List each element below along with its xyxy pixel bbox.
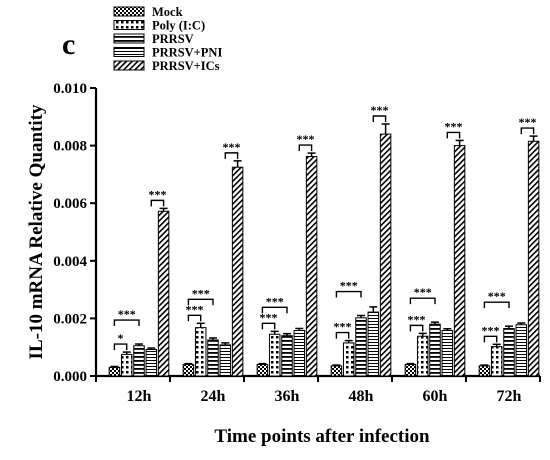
bar-prrsv-ics	[305, 156, 318, 377]
x-tick-label: 12h	[127, 388, 152, 405]
bar-prrsv	[355, 317, 367, 377]
legend-swatch	[113, 47, 145, 57]
significance-bracket	[261, 322, 276, 330]
bar-mock	[478, 365, 491, 377]
significance-label: ***	[260, 310, 278, 324]
significance-label: ***	[266, 294, 284, 308]
bar-prrsv-ics	[157, 210, 170, 377]
bar-mock	[108, 366, 121, 377]
y-tick-label: 0.010	[53, 81, 87, 97]
legend-swatch	[113, 6, 145, 17]
significance-label: ***	[296, 132, 314, 146]
x-axis-title: Time points after infection	[214, 426, 430, 447]
legend-label: PRRSV+PNI	[152, 46, 222, 60]
y-tick-label: 0.006	[53, 196, 87, 212]
significance-bracket	[409, 297, 436, 305]
significance-bracket	[483, 335, 498, 343]
bar-prrsv	[133, 345, 145, 377]
bars	[108, 123, 540, 377]
x-tick-label: 48h	[349, 388, 374, 405]
significance-label: ***	[340, 279, 358, 293]
bar-prrsv-pni	[367, 311, 380, 377]
bar-prrsv	[281, 335, 293, 377]
legend-label: PRRSV	[152, 32, 194, 46]
bar-prrsv-ics	[453, 145, 466, 377]
x-tick-label: 36h	[275, 388, 300, 405]
significance-label: ***	[414, 285, 432, 299]
significance-bracket	[446, 131, 461, 139]
y-tick-label: 0.008	[53, 139, 87, 155]
y-axis-title: IL-10 mRNA Relative Quantity	[26, 104, 47, 359]
bar-mock	[404, 363, 417, 377]
y-tick-label: 0.004	[53, 254, 87, 270]
legend-label: Poly (I:C)	[152, 19, 205, 33]
significance-label: *	[118, 331, 124, 345]
significance-label: ***	[482, 323, 500, 337]
bar-prrsv-pni	[293, 329, 306, 377]
significance-label: ***	[118, 307, 136, 321]
x-tick-label: 24h	[201, 388, 226, 405]
bar-prrsv-pni	[441, 329, 454, 377]
bar-prrsv-pni	[515, 324, 528, 377]
bar-prrsv-ics	[527, 140, 540, 377]
significance-bracket	[150, 199, 165, 207]
significance-bracket	[372, 115, 387, 122]
legend-swatch	[113, 33, 145, 44]
legend-swatch	[113, 60, 145, 71]
bar-poly-i-c-	[342, 342, 355, 377]
significance-bracket	[113, 319, 140, 327]
y-tick-label: 0.002	[53, 311, 87, 327]
bar-poly-i-c-	[120, 353, 133, 377]
bar-prrsv	[503, 327, 515, 377]
significance-label: ***	[408, 312, 426, 326]
bar-poly-i-c-	[490, 346, 503, 377]
x-tick-label: 72h	[497, 388, 522, 405]
bar-prrsv-ics	[379, 133, 392, 377]
significance-brackets: ****************************************…	[113, 103, 536, 351]
x-tick-label: 60h	[423, 388, 448, 405]
bar-prrsv-ics	[231, 166, 244, 377]
significance-bracket	[113, 343, 128, 351]
significance-label: ***	[186, 302, 204, 316]
bar-poly-i-c-	[416, 335, 429, 377]
significance-label: ***	[222, 140, 240, 154]
significance-bracket	[335, 331, 350, 339]
bar-prrsv-pni	[219, 344, 232, 377]
bar-mock	[182, 363, 195, 377]
significance-bracket	[187, 314, 202, 322]
significance-bracket	[224, 152, 239, 159]
significance-bracket	[335, 290, 362, 298]
bar-prrsv-pni	[145, 349, 158, 377]
significance-label: ***	[444, 119, 462, 133]
significance-label: ***	[488, 289, 506, 303]
legend-swatch	[113, 20, 145, 30]
significance-bracket	[483, 301, 510, 309]
significance-bracket	[298, 144, 313, 152]
significance-label: ***	[148, 187, 166, 201]
x-axis: 12h 24h 36h 48h 60h 72h	[95, 374, 541, 405]
y-axis: 0.000 0.002 0.004 0.006 0.008 0.010	[53, 81, 98, 385]
y-tick-label: 0.000	[53, 369, 87, 385]
significance-bracket	[520, 127, 535, 135]
bar-prrsv	[429, 323, 441, 377]
legend-label: PRRSV+ICs	[152, 59, 220, 73]
bar-poly-i-c-	[268, 333, 281, 377]
significance-bracket	[261, 306, 288, 314]
bar-poly-i-c-	[194, 327, 207, 377]
bar-mock	[330, 365, 343, 377]
bar-mock	[256, 363, 269, 377]
bar-prrsv	[207, 339, 219, 377]
significance-label: ***	[192, 286, 210, 300]
significance-label: ***	[518, 115, 536, 129]
significance-bracket	[409, 324, 424, 332]
significance-label: ***	[370, 103, 388, 117]
legend-label: Mock	[152, 5, 183, 19]
significance-bracket	[187, 298, 214, 306]
significance-label: ***	[334, 320, 352, 334]
panel-label: c	[62, 28, 75, 61]
